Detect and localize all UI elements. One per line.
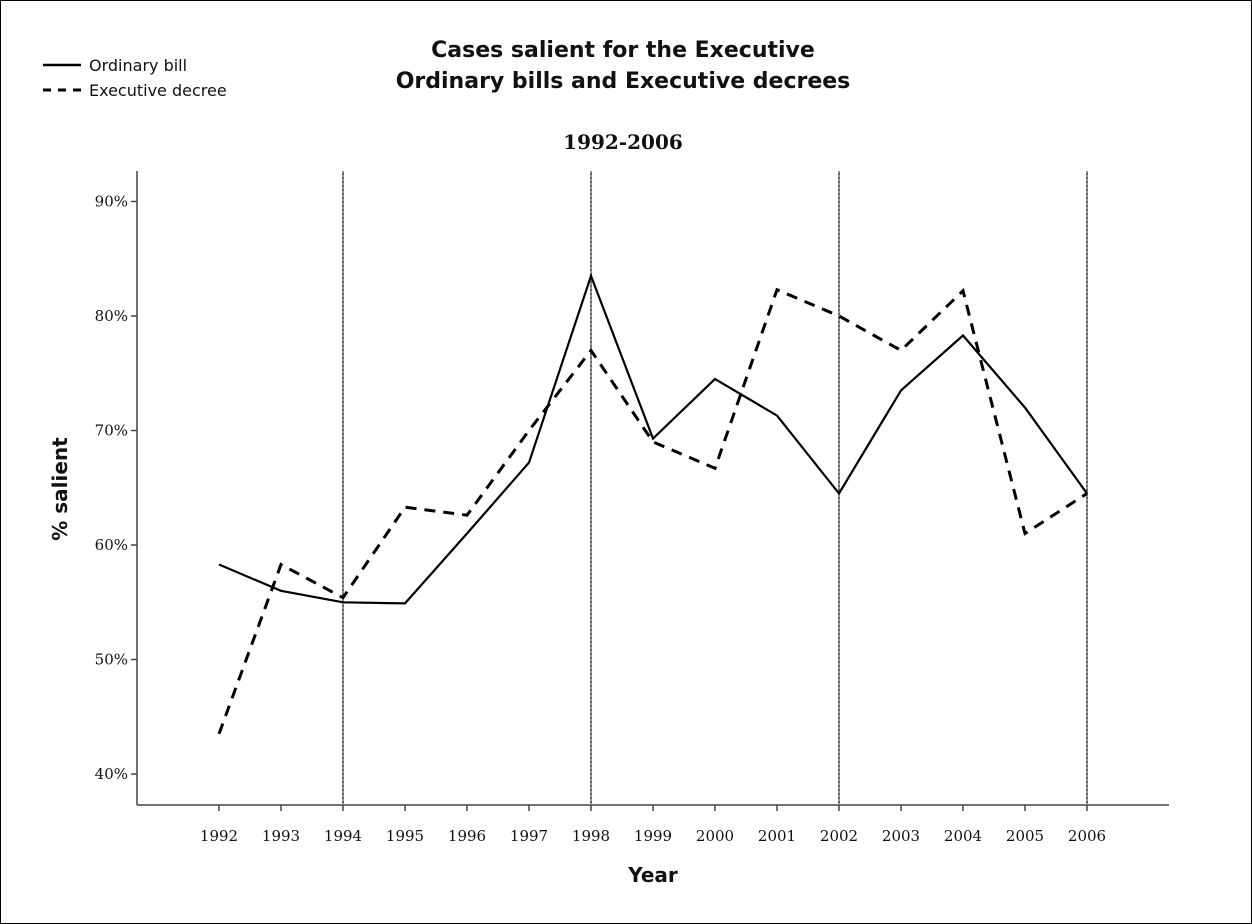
x-tick-label: 2002 xyxy=(820,827,858,845)
x-ticks: 1992 1993 1994 1995 1996 1997 1998 1999 2000 2001… xyxy=(200,805,1106,845)
x-tick-label: 1995 xyxy=(386,827,424,845)
x-tick-label: 1999 xyxy=(634,827,672,845)
y-tick-label: 80% xyxy=(95,307,128,325)
x-tick-label: 2003 xyxy=(882,827,920,845)
x-tick-label: 1998 xyxy=(572,827,610,845)
x-tick-label: 2006 xyxy=(1068,827,1106,845)
chart-title-line1: Cases salient for the Executive xyxy=(431,38,815,63)
y-axis-title: % salient xyxy=(48,437,72,541)
y-tick-label: 90% xyxy=(95,193,128,211)
x-tick-label: 2000 xyxy=(696,827,734,845)
x-tick-label: 1997 xyxy=(510,827,548,845)
chart-subtitle: 1992-2006 xyxy=(563,130,683,154)
x-tick-label: 1993 xyxy=(262,827,300,845)
legend: Ordinary bill Executive decree xyxy=(43,56,227,100)
legend-label-ordinary-bill: Ordinary bill xyxy=(89,56,187,75)
x-tick-label: 1994 xyxy=(324,827,362,845)
y-tick-label: 60% xyxy=(95,536,128,554)
y-tick-label: 50% xyxy=(95,651,128,669)
legend-label-executive-decree: Executive decree xyxy=(89,81,227,100)
x-tick-label: 2004 xyxy=(944,827,982,845)
chart-title-line2: Ordinary bills and Executive decrees xyxy=(396,69,851,94)
y-tick-label: 40% xyxy=(95,765,128,783)
x-tick-label: 1992 xyxy=(200,827,238,845)
x-axis-title: Year xyxy=(627,863,678,887)
series-line-executive-decree xyxy=(217,287,1088,735)
y-ticks: 40% 50% 60% 70% 80% 90% xyxy=(95,193,137,783)
series-lines xyxy=(217,272,1088,735)
x-tick-label: 2001 xyxy=(758,827,796,845)
y-tick-label: 70% xyxy=(95,422,128,440)
x-tick-label: 1996 xyxy=(448,827,486,845)
reference-lines xyxy=(342,171,1088,805)
series-line-ordinary-bill xyxy=(218,272,1088,605)
x-tick-label: 2005 xyxy=(1006,827,1044,845)
